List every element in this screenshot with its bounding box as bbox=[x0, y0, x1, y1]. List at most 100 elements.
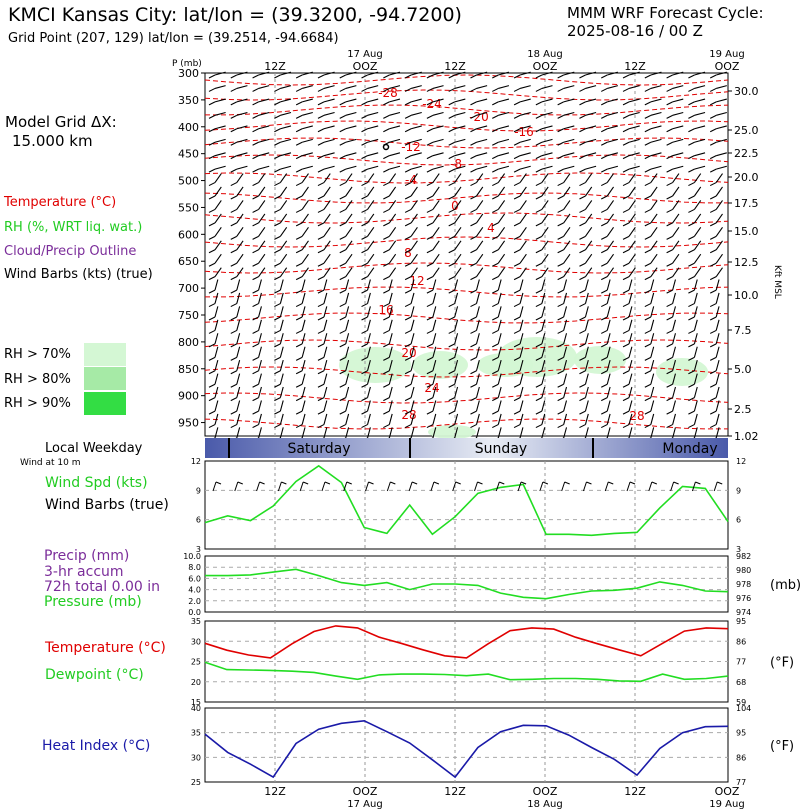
wind-barb bbox=[650, 413, 655, 425]
wind-barb bbox=[693, 346, 698, 358]
wind-barb-flag bbox=[230, 303, 238, 308]
wind-barb bbox=[345, 173, 353, 183]
wind-barb-flag bbox=[383, 87, 390, 92]
wind-barb bbox=[410, 400, 415, 412]
wind-barb bbox=[541, 111, 553, 116]
wind-barb bbox=[563, 125, 575, 130]
wind-barb bbox=[541, 292, 546, 304]
wind-barb-flag bbox=[404, 249, 412, 254]
wind-barb-flag bbox=[688, 356, 695, 361]
wind-barb-flag bbox=[688, 383, 695, 388]
wind-barbs-legend: Wind Barbs (true) bbox=[45, 497, 169, 513]
local-weekday-label: Local Weekday bbox=[45, 441, 143, 456]
wind-barb bbox=[279, 346, 284, 358]
wind-barb-flag bbox=[361, 329, 368, 334]
wind-barb bbox=[628, 71, 640, 76]
wind-barb bbox=[584, 386, 589, 398]
wind-barb bbox=[497, 200, 506, 210]
wind-barb bbox=[497, 306, 502, 318]
wind-barb-flag bbox=[339, 424, 346, 429]
wind-barb bbox=[301, 360, 306, 371]
wind-barb bbox=[497, 253, 506, 264]
wind-barb-flag bbox=[470, 128, 477, 133]
wind-barb-flag bbox=[361, 195, 368, 200]
wind-barb bbox=[650, 386, 655, 398]
wind-barb bbox=[476, 267, 484, 277]
wind-barb bbox=[563, 85, 575, 89]
panel-frame bbox=[204, 707, 729, 783]
height-tick-label: 17.5 bbox=[734, 197, 759, 210]
wind-barb bbox=[236, 373, 241, 385]
pressure-tick-label: 950 bbox=[178, 417, 199, 430]
wind-barb bbox=[519, 292, 524, 304]
wind-barb bbox=[367, 125, 379, 130]
wind-barb bbox=[497, 186, 506, 197]
wind-barb bbox=[715, 186, 723, 197]
wind-barb bbox=[519, 227, 527, 237]
wind-barb bbox=[454, 400, 459, 412]
wind-barb-flag bbox=[492, 316, 499, 321]
wind-barb bbox=[214, 267, 222, 277]
wind-barb bbox=[628, 165, 640, 170]
pressure-legend: Pressure (mb) bbox=[44, 594, 142, 610]
wind-barb bbox=[323, 253, 331, 264]
wind-barb bbox=[628, 333, 633, 345]
wind-barb-flag bbox=[404, 316, 412, 321]
wind-barb-flag bbox=[709, 343, 717, 348]
wind-barb-flag bbox=[404, 235, 412, 240]
wind-barb-flag bbox=[339, 343, 346, 348]
wind-barb-flag bbox=[295, 329, 303, 334]
wind-barb bbox=[519, 400, 524, 412]
wind-barb bbox=[475, 373, 480, 385]
wind-barb bbox=[454, 240, 462, 251]
isotherm-label: 28 bbox=[401, 408, 416, 422]
wind-barb bbox=[345, 240, 353, 251]
wind-barb bbox=[367, 213, 375, 224]
wind-barb-flag bbox=[601, 397, 608, 402]
isotherm bbox=[204, 262, 729, 274]
isotherm-label: -8 bbox=[450, 157, 462, 171]
right-tick-label: 974 bbox=[736, 608, 751, 617]
wind-barb-flag bbox=[513, 195, 521, 200]
wind-barb bbox=[388, 200, 397, 210]
wind-barb-flag bbox=[709, 155, 717, 160]
wind-barb bbox=[410, 213, 418, 224]
wind-barb bbox=[715, 213, 723, 224]
wind-barb bbox=[715, 346, 720, 358]
wind-barb-flag bbox=[666, 329, 673, 334]
wind-barb bbox=[345, 360, 350, 371]
wind-barb bbox=[214, 333, 219, 345]
wind-barb-flag bbox=[557, 370, 564, 375]
wind-barb bbox=[475, 427, 480, 439]
wind-barb-flag bbox=[252, 168, 259, 173]
wind-barb bbox=[323, 333, 328, 345]
wind-barb-flag bbox=[535, 222, 543, 227]
wind-barb bbox=[279, 253, 288, 264]
wind-barb-flag bbox=[274, 276, 281, 281]
wind-barb bbox=[584, 346, 589, 358]
wind-barb bbox=[563, 360, 568, 371]
wind-barb-flag bbox=[448, 343, 455, 348]
wind-barb bbox=[410, 413, 415, 425]
wind-barb bbox=[432, 360, 437, 371]
wind-barb-flag bbox=[295, 370, 303, 375]
wind-barb-flag bbox=[601, 114, 608, 119]
wind-barb bbox=[541, 85, 553, 89]
wind-barb bbox=[475, 346, 480, 358]
wind-barb-flag bbox=[448, 74, 455, 79]
wind-barb-flag bbox=[579, 343, 586, 348]
wind-barb bbox=[388, 253, 397, 264]
wind-barb bbox=[454, 165, 466, 170]
wind-barb bbox=[323, 400, 328, 412]
wind-barb-flag bbox=[448, 316, 455, 321]
wind-barb-flag bbox=[535, 343, 543, 348]
wind-barb-flag bbox=[448, 114, 455, 119]
wind-barb-flag bbox=[666, 222, 673, 227]
wind-barb-flag bbox=[274, 208, 281, 213]
wind-barb-flag bbox=[666, 424, 673, 429]
pressure-tick-label: 900 bbox=[178, 390, 199, 403]
wind-barb bbox=[628, 253, 636, 264]
wind-barb-flag bbox=[492, 87, 499, 92]
wind-barb bbox=[584, 413, 589, 425]
wind-barb-flag bbox=[535, 303, 543, 308]
